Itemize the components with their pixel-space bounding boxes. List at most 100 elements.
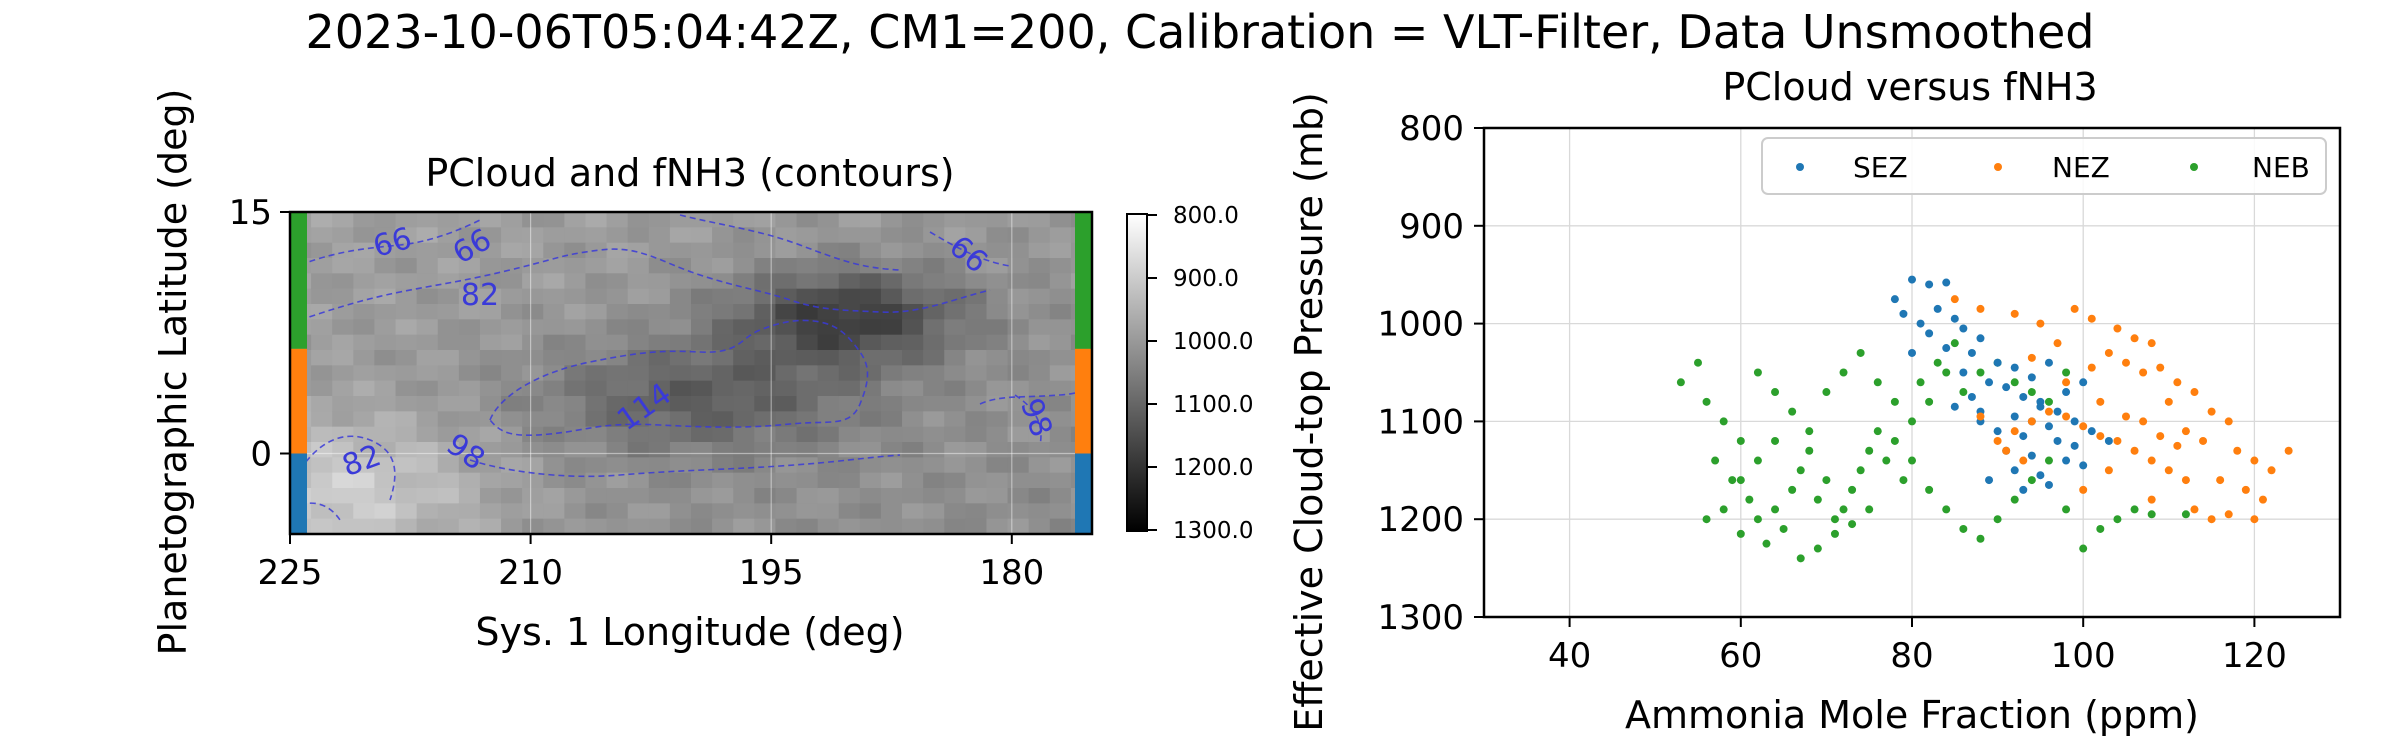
scatter-point <box>1702 515 1711 524</box>
heatmap-cell <box>775 242 798 259</box>
heatmap-cell <box>775 442 798 458</box>
heatmap-cell <box>458 304 481 320</box>
heatmap-cell <box>712 488 734 504</box>
colorbar-gradient <box>1126 213 1148 532</box>
heatmap-cell <box>691 319 713 336</box>
scatter-point <box>1856 466 1865 475</box>
heatmap-cell <box>817 442 840 458</box>
heatmap-cell <box>627 442 650 458</box>
heatmap-cell <box>817 365 840 382</box>
heatmap-cell <box>543 288 565 305</box>
heatmap-cell <box>712 304 734 320</box>
heatmap-cell <box>712 442 734 458</box>
scatter-point <box>1976 412 1985 421</box>
heatmap-cell <box>437 442 460 458</box>
heatmap-cell <box>817 304 840 320</box>
heatmap-cell <box>880 426 903 443</box>
heatmap-cell <box>606 365 629 382</box>
heatmap-cell <box>754 334 777 351</box>
heatmap-cell <box>1049 518 1072 534</box>
heatmap-cell <box>986 304 1009 320</box>
heatmap-cell <box>395 503 418 520</box>
heatmap-cell <box>479 258 502 274</box>
heatmap-cell <box>522 503 544 520</box>
heatmap-x-tick-label: 210 <box>498 553 563 593</box>
heatmap-cell <box>395 273 418 290</box>
heatmap-cell <box>648 365 671 382</box>
heatmap-cell <box>944 212 966 228</box>
scatter-point <box>1899 476 1908 485</box>
scatter-point <box>2147 495 2156 504</box>
scatter-point <box>2190 388 2199 397</box>
heatmap-cell <box>775 319 798 336</box>
heatmap-cell <box>965 258 988 274</box>
scatter-point <box>2062 388 2071 397</box>
scatter-point <box>2173 378 2182 387</box>
heatmap-cell <box>353 258 376 274</box>
heatmap-cell <box>669 396 692 412</box>
heatmap-cell <box>923 304 945 320</box>
heatmap-cell <box>880 258 903 274</box>
heatmap-cell <box>1007 503 1030 520</box>
heatmap-cell <box>669 334 692 351</box>
heatmap-cell <box>437 212 460 228</box>
heatmap-cell <box>817 212 840 228</box>
scatter-point <box>1916 378 1925 387</box>
scatter-point <box>2122 412 2130 421</box>
heatmap-cell <box>353 380 376 397</box>
heatmap-cell <box>923 503 945 520</box>
heatmap-cells <box>290 212 1092 534</box>
heatmap-cell <box>353 396 376 412</box>
heatmap-cell <box>437 518 460 534</box>
heatmap-cell <box>479 442 502 458</box>
heatmap-cell <box>817 488 840 504</box>
heatmap-cell <box>311 319 333 336</box>
heatmap-cell <box>923 380 945 397</box>
heatmap-cell <box>332 442 354 458</box>
heatmap-cell <box>648 426 671 443</box>
scatter-point <box>1711 456 1720 465</box>
heatmap-cell <box>902 304 924 320</box>
heatmap-cell <box>986 242 1009 259</box>
scatter-y-axis-label: Effective Cloud-top Pressure (mb) <box>1287 92 1331 732</box>
heatmap-cell <box>796 503 819 520</box>
scatter-point <box>1942 505 1951 514</box>
heatmap-cell <box>501 242 523 259</box>
heatmap-cell <box>1007 426 1030 443</box>
heatmap-cell <box>902 350 924 366</box>
heatmap-cell <box>669 319 692 336</box>
heatmap-cell <box>1028 472 1051 489</box>
heatmap-cell <box>395 242 418 259</box>
scatter-point <box>1779 524 1788 533</box>
heatmap-cell <box>838 380 861 397</box>
heatmap-cell <box>944 350 966 366</box>
scatter-point <box>2002 383 2011 392</box>
heatmap-cell <box>585 350 608 366</box>
scatter-point <box>1873 378 1882 387</box>
heatmap-cell <box>374 334 397 351</box>
scatter-point <box>1950 314 1959 323</box>
heatmap-cell <box>522 334 544 351</box>
heatmap-cell <box>458 518 481 534</box>
heatmap-cell <box>669 442 692 458</box>
scatter-point <box>2079 485 2088 494</box>
heatmap-cell <box>817 227 840 244</box>
heatmap-y-ticks: 15 0 <box>229 193 290 475</box>
heatmap-cell <box>648 350 671 366</box>
heatmap-cell <box>775 380 798 397</box>
heatmap-x-ticks: 225 210 195 180 <box>258 534 1044 593</box>
heatmap-cell <box>374 503 397 520</box>
heatmap-cell <box>564 411 587 428</box>
heatmap-cell <box>754 273 777 290</box>
heatmap-cell <box>437 411 460 428</box>
scatter-point <box>2233 446 2242 455</box>
heatmap-cell <box>585 426 608 443</box>
heatmap-cell <box>374 350 397 366</box>
scatter-point <box>2181 510 2190 519</box>
heatmap-cell <box>902 319 924 336</box>
heatmap-cell <box>311 442 333 458</box>
heatmap-cell <box>311 334 333 351</box>
heatmap-cell <box>416 503 439 520</box>
heatmap-cell <box>353 334 376 351</box>
heatmap-cell <box>564 472 587 489</box>
